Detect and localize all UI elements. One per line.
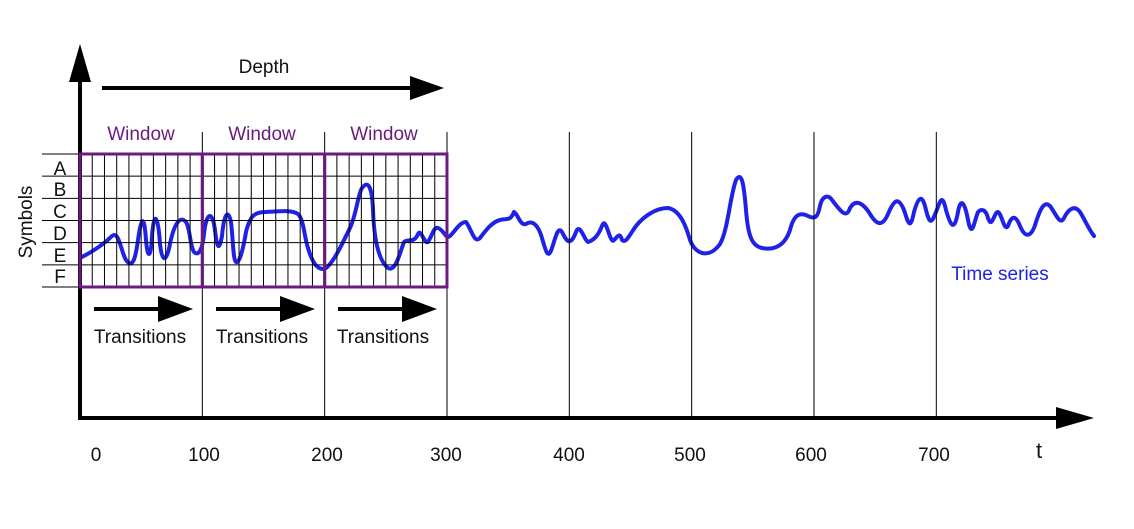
time-series-label: Time series: [951, 264, 1048, 285]
window-boxes: [78, 152, 449, 289]
depth-arrowhead: [410, 76, 444, 100]
x-tick-label: 0: [91, 445, 102, 466]
window-label-2: Window: [228, 124, 296, 145]
transitions-label-3: Transitions: [337, 327, 429, 348]
symbol-label: E: [54, 246, 67, 267]
transitions-arrows: [94, 296, 437, 322]
symbol-label: A: [54, 159, 67, 180]
x-tick-label: 100: [188, 445, 220, 466]
symbol-label: D: [53, 224, 67, 245]
x-tick-label: 600: [795, 445, 827, 466]
transitions-label-2: Transitions: [216, 327, 308, 348]
window-label-1: Window: [107, 124, 175, 145]
transitions-arrowhead: [280, 296, 315, 322]
window-label-3: Window: [350, 124, 418, 145]
x-tick-label: 200: [311, 445, 343, 466]
depth-label: Depth: [239, 57, 290, 78]
transitions-label-1: Transitions: [94, 327, 186, 348]
time-axis-label: t: [1036, 438, 1042, 463]
x-tick-label: 500: [674, 445, 706, 466]
symbol-label: B: [54, 180, 67, 201]
x-tick-label: 700: [918, 445, 950, 466]
symbols-axis-label: Symbols: [16, 186, 37, 259]
symbol-label: C: [53, 202, 67, 223]
transitions-arrowhead: [158, 296, 193, 322]
x-tick-labels: 0 100 200 300 400 500 600 700: [91, 445, 950, 466]
transitions-arrowhead: [402, 296, 437, 322]
time-series-curve: [78, 175, 1096, 271]
symbol-labels: A B C D E F: [53, 159, 67, 288]
x-tick-label: 300: [430, 445, 462, 466]
symbol-grid: [42, 132, 937, 418]
x-axis-arrowhead: [1056, 407, 1094, 429]
y-axis-arrowhead: [69, 44, 91, 82]
window-box-3: [323, 152, 449, 289]
x-tick-label: 400: [553, 445, 585, 466]
symbol-label: F: [54, 267, 66, 288]
